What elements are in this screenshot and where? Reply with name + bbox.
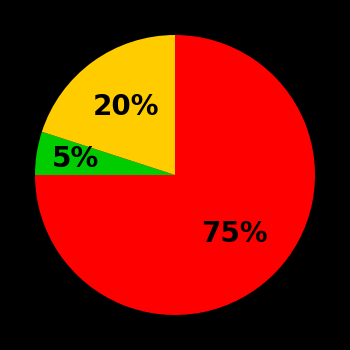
Wedge shape — [42, 35, 175, 175]
Text: 5%: 5% — [52, 145, 99, 173]
Text: 20%: 20% — [92, 93, 159, 121]
Wedge shape — [35, 132, 175, 175]
Text: 75%: 75% — [201, 220, 268, 248]
Wedge shape — [35, 35, 315, 315]
